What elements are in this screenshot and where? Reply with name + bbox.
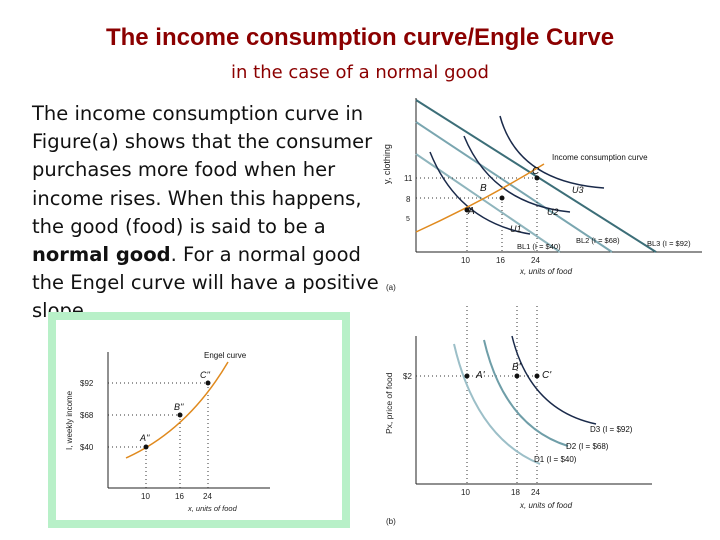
fig-a-point-b xyxy=(499,195,505,201)
fig-a-x-tick-24: 24 xyxy=(531,256,540,265)
fig-b-y-tick: $2 xyxy=(403,372,412,381)
fig-a-u1-label: U1 xyxy=(510,224,522,234)
fig-a-label-a: A xyxy=(467,206,475,217)
fig-b-panel-label: (b) xyxy=(386,517,396,526)
fig-b-demand-curve-d3 xyxy=(511,335,597,425)
fig-a-y-tick-11: 11 xyxy=(404,174,413,183)
fig-a-point-c xyxy=(534,175,540,181)
fig-a-x-axis-label: x, units of food xyxy=(519,267,573,276)
slide-title: The income consumption curve/Engle Curve xyxy=(105,24,615,51)
fig-a-indifference-curve-u2 xyxy=(463,135,571,213)
fig-a-y-tick-8: 8 xyxy=(406,195,411,204)
fig-a-y-tick-5: 5 xyxy=(406,216,410,223)
fig-b-point-b xyxy=(514,373,520,379)
fig-b-point-a xyxy=(464,373,470,379)
fig-a-income-consumption-curve xyxy=(415,163,545,233)
engel-label-b: B'' xyxy=(174,402,184,412)
fig-b-y-axis-label: Px, price of food xyxy=(384,372,394,434)
body-paragraph: The income consumption curve in Figure(a… xyxy=(32,100,384,326)
fig-b-d2-label: D2 (I = $68) xyxy=(566,442,609,451)
engel-title: Engel curve xyxy=(204,351,247,360)
engel-point-b xyxy=(177,412,183,418)
engel-label-a: A'' xyxy=(139,433,150,443)
fig-a-point-a xyxy=(464,207,470,213)
fig-a-u2-label: U2 xyxy=(547,207,559,217)
engel-frame xyxy=(48,312,350,528)
fig-a-budget-line-2 xyxy=(415,121,613,253)
engel-label-c: C'' xyxy=(200,370,210,380)
fig-a-y-axis-label: y, clothing xyxy=(382,144,392,184)
engel-curve xyxy=(125,361,229,459)
engel-x-tick-10: 10 xyxy=(141,492,150,501)
fig-a-bl1-label: BL1 (I = $40) xyxy=(517,242,561,251)
engel-point-a xyxy=(143,444,149,450)
engel-x-axis-label: x, units of food xyxy=(187,504,238,513)
engel-x-tick-16: 16 xyxy=(175,492,184,501)
fig-b-label-b: B' xyxy=(512,362,522,373)
fig-a-label-b: B xyxy=(480,183,487,194)
fig-a-x-tick-10: 10 xyxy=(461,256,470,265)
fig-a-panel-label: (a) xyxy=(386,283,396,292)
fig-b-point-c xyxy=(534,373,540,379)
fig-a-x-tick-16: 16 xyxy=(496,256,505,265)
fig-a-indifference-curve-u3 xyxy=(499,115,605,189)
fig-b-x-tick-10: 10 xyxy=(461,488,470,497)
fig-a-bl3-label: BL3 (I = $92) xyxy=(647,239,691,248)
fig-a-u3-label: U3 xyxy=(572,185,584,195)
fig-b-x-tick-18: 18 xyxy=(511,488,520,497)
fig-b-d3-label: D3 (I = $92) xyxy=(590,425,633,434)
engel-y-axis-label: I, weekly income xyxy=(65,390,74,450)
engel-y-tick-68: $68 xyxy=(80,411,94,420)
body-text-part2: . For a normal good the Engel curve will… xyxy=(32,243,379,323)
fig-a-icc-label: Income consumption curve xyxy=(552,153,648,162)
figure-a-icc: y, clothing 11 8 5 A B C Income consumpt… xyxy=(382,98,702,292)
body-text-part1: The income consumption curve in Figure(a… xyxy=(32,102,373,238)
figure-engel-curve: I, weekly income $92 $68 $40 A'' B'' C''… xyxy=(48,312,350,528)
engel-y-tick-40: $40 xyxy=(80,443,94,452)
slide-subtitle: in the case of a normal good xyxy=(231,62,489,83)
fig-b-demand-curve-d2 xyxy=(483,339,569,447)
fig-b-demand-curve-d1 xyxy=(453,343,541,465)
engel-point-c xyxy=(205,380,211,386)
fig-b-x-axis-label: x, units of food xyxy=(519,501,573,510)
engel-y-tick-92: $92 xyxy=(80,379,94,388)
engel-x-tick-24: 24 xyxy=(203,492,212,501)
fig-a-budget-line-1 xyxy=(415,153,561,253)
fig-b-d1-label: D1 (I = $40) xyxy=(534,455,577,464)
fig-a-label-c: C xyxy=(532,166,540,177)
fig-b-label-a: A' xyxy=(475,370,486,381)
fig-b-label-c: C' xyxy=(542,370,552,381)
fig-a-bl2-label: BL2 (I = $68) xyxy=(576,236,620,245)
fig-b-x-tick-24: 24 xyxy=(531,488,540,497)
fig-a-indifference-curve-u1 xyxy=(429,151,531,235)
figure-b-demand: Px, price of food $2 A' B' C' D3 (I = $9… xyxy=(384,306,652,526)
body-text-bold: normal good xyxy=(32,243,171,267)
